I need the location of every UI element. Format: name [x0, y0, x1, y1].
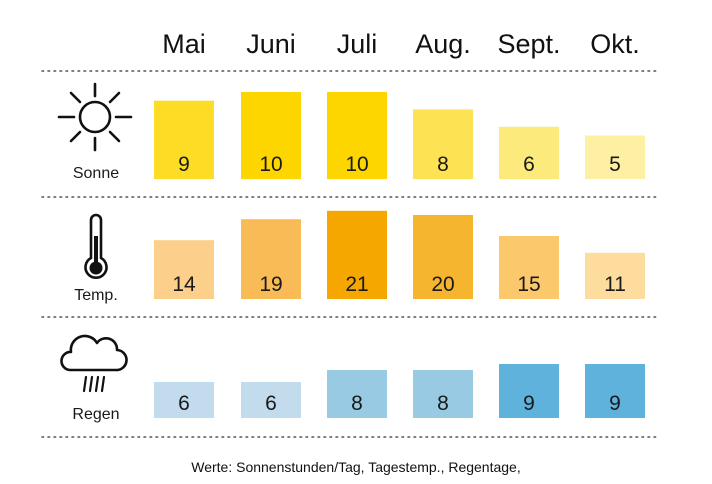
bar	[499, 236, 559, 299]
value-label: 6	[265, 392, 277, 415]
value-label: 8	[351, 392, 363, 415]
value-label: 9	[609, 392, 621, 415]
month-label: Juni	[246, 29, 296, 59]
bar	[241, 92, 301, 179]
value-label: 8	[437, 392, 449, 415]
bar	[413, 109, 473, 179]
bar	[499, 126, 559, 179]
bar	[154, 240, 214, 299]
bar	[413, 215, 473, 299]
row-label-temp: Temp.	[74, 287, 118, 304]
bar	[585, 252, 645, 299]
value-label: 15	[517, 273, 540, 296]
bar	[154, 382, 214, 418]
bar	[241, 382, 301, 418]
bar	[154, 100, 214, 179]
value-label: 14	[172, 273, 196, 296]
thermometer-icon	[84, 213, 108, 279]
row-label-regen: Regen	[72, 406, 119, 423]
bar	[413, 370, 473, 418]
value-label: 19	[259, 273, 282, 296]
value-label: 9	[523, 392, 535, 415]
month-label: Mai	[162, 29, 206, 59]
month-label: Juli	[337, 29, 378, 59]
month-headers: Mai Juni Juli Aug. Sept. Okt.	[162, 29, 640, 59]
bar	[499, 364, 559, 418]
value-label: 11	[604, 273, 626, 296]
value-label: 6	[523, 153, 535, 176]
value-label: 10	[259, 153, 282, 176]
value-label: 6	[178, 392, 190, 415]
value-label: 21	[345, 273, 368, 296]
row-label-sonne: Sonne	[73, 165, 119, 182]
bar	[327, 370, 387, 418]
value-label: 9	[178, 153, 190, 176]
value-label: 5	[609, 153, 621, 176]
bar	[327, 210, 387, 299]
bar	[585, 364, 645, 418]
bar	[241, 219, 301, 299]
bars	[154, 92, 645, 418]
rain-cloud-icon	[60, 334, 128, 393]
value-label: 20	[431, 273, 454, 296]
value-label: 8	[437, 153, 449, 176]
row-dividers	[41, 70, 657, 438]
month-label: Aug.	[415, 29, 471, 59]
bar	[585, 135, 645, 179]
bar	[327, 92, 387, 179]
month-label: Sept.	[497, 29, 560, 59]
month-label: Okt.	[590, 29, 640, 59]
sun-icon	[57, 82, 133, 152]
value-labels: 9 10 10 8 6 5 14 19 21 20 15 11 6 6 8 8 9 9	[172, 153, 626, 415]
value-label: 10	[345, 153, 368, 176]
footnote: Werte: Sonnenstunden/Tag, Tagestemp., Re…	[191, 459, 521, 475]
